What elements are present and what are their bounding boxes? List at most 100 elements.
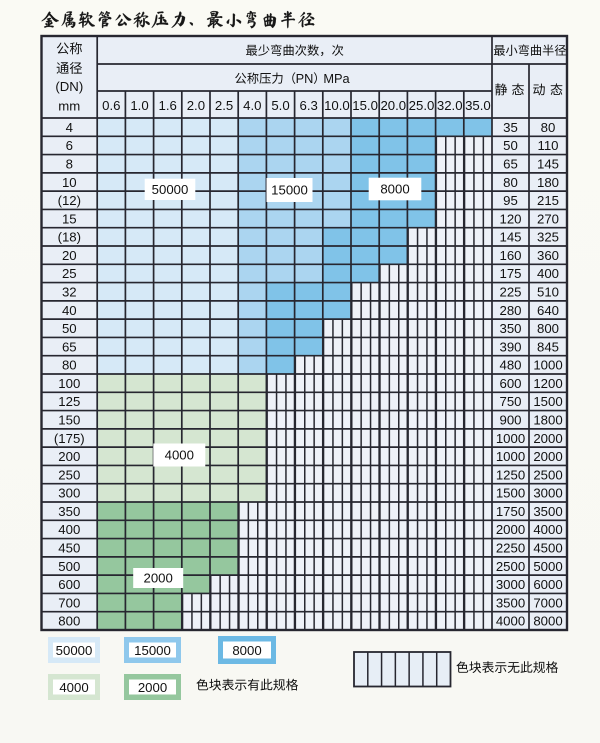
svg-text:80: 80 (62, 358, 77, 373)
svg-text:50000: 50000 (56, 643, 93, 658)
svg-text:1000: 1000 (496, 431, 525, 446)
svg-text:3000: 3000 (496, 577, 525, 592)
svg-text:PN: PN (296, 71, 314, 86)
svg-text:32.0: 32.0 (437, 98, 463, 113)
svg-text:400: 400 (537, 266, 559, 281)
svg-text:2.5: 2.5 (215, 98, 233, 113)
svg-text:1250: 1250 (496, 467, 525, 482)
svg-text:8000: 8000 (533, 614, 562, 629)
svg-text:4: 4 (66, 120, 73, 135)
svg-text:15000: 15000 (271, 183, 308, 198)
svg-text:390: 390 (499, 339, 521, 354)
svg-text:500: 500 (58, 559, 80, 574)
svg-text:325: 325 (537, 230, 559, 245)
svg-text:120: 120 (499, 211, 521, 226)
svg-text:95: 95 (503, 193, 518, 208)
svg-text:225: 225 (499, 285, 521, 300)
svg-text:5.0: 5.0 (271, 98, 289, 113)
svg-text:900: 900 (499, 413, 521, 428)
svg-text:1500: 1500 (496, 486, 525, 501)
svg-text:50000: 50000 (152, 182, 189, 197)
svg-text:450: 450 (58, 541, 80, 556)
svg-text:145: 145 (499, 230, 521, 245)
svg-text:10: 10 (62, 175, 77, 190)
svg-text:800: 800 (537, 321, 559, 336)
svg-text:65: 65 (62, 339, 77, 354)
svg-text:4000: 4000 (59, 680, 88, 695)
svg-text:3500: 3500 (496, 595, 525, 610)
svg-text:1750: 1750 (496, 504, 525, 519)
svg-text:350: 350 (58, 504, 80, 519)
svg-text:10.0: 10.0 (324, 98, 350, 113)
svg-text:2000: 2000 (533, 449, 562, 464)
svg-text:7000: 7000 (533, 595, 562, 610)
svg-text:4.0: 4.0 (243, 98, 261, 113)
svg-text:640: 640 (537, 303, 559, 318)
svg-text:2500: 2500 (496, 559, 525, 574)
svg-text:5000: 5000 (533, 559, 562, 574)
svg-text:(12): (12) (58, 193, 81, 208)
svg-text:4000: 4000 (496, 614, 525, 629)
svg-text:50: 50 (62, 321, 77, 336)
svg-text:6: 6 (66, 138, 73, 153)
svg-text:200: 200 (58, 449, 80, 464)
svg-text:8: 8 (66, 157, 73, 172)
svg-text:100: 100 (58, 376, 80, 391)
svg-text:mm: mm (58, 98, 80, 113)
svg-text:600: 600 (499, 376, 521, 391)
svg-text:(175): (175) (54, 431, 85, 446)
svg-text:150: 150 (58, 413, 80, 428)
svg-text:350: 350 (499, 321, 521, 336)
svg-text:160: 160 (499, 248, 521, 263)
svg-text:270: 270 (537, 211, 559, 226)
svg-text:750: 750 (499, 394, 521, 409)
svg-text:480: 480 (499, 358, 521, 373)
svg-text:2000: 2000 (144, 571, 173, 586)
svg-text:2250: 2250 (496, 541, 525, 556)
svg-text:80: 80 (503, 175, 518, 190)
svg-text:2000: 2000 (496, 522, 525, 537)
svg-text:360: 360 (537, 248, 559, 263)
svg-text:MPa: MPa (323, 71, 350, 86)
svg-text:1800: 1800 (533, 413, 562, 428)
svg-text:1000: 1000 (533, 358, 562, 373)
svg-text:180: 180 (537, 175, 559, 190)
svg-text:2.0: 2.0 (187, 98, 205, 113)
svg-text:2000: 2000 (533, 431, 562, 446)
svg-text:8000: 8000 (232, 643, 261, 658)
svg-text:20: 20 (62, 248, 77, 263)
svg-text:1000: 1000 (496, 449, 525, 464)
svg-text:800: 800 (58, 614, 80, 629)
svg-text:6.3: 6.3 (300, 98, 318, 113)
svg-text:20.0: 20.0 (380, 98, 406, 113)
svg-text:0.6: 0.6 (102, 98, 120, 113)
svg-text:25.0: 25.0 (409, 98, 435, 113)
svg-text:3500: 3500 (533, 504, 562, 519)
svg-text:8000: 8000 (380, 182, 409, 197)
svg-text:35: 35 (503, 120, 518, 135)
svg-text:1200: 1200 (533, 376, 562, 391)
svg-text:15000: 15000 (134, 643, 171, 658)
svg-text:2000: 2000 (138, 680, 167, 695)
svg-text:(DN): (DN) (55, 79, 83, 94)
svg-text:40: 40 (62, 303, 77, 318)
svg-text:15: 15 (62, 211, 77, 226)
svg-text:32: 32 (62, 285, 77, 300)
svg-text:125: 125 (58, 394, 80, 409)
svg-text:3000: 3000 (533, 486, 562, 501)
svg-text:50: 50 (503, 138, 518, 153)
svg-text:280: 280 (499, 303, 521, 318)
svg-text:25: 25 (62, 266, 77, 281)
svg-text:(18): (18) (58, 230, 81, 245)
svg-text:250: 250 (58, 467, 80, 482)
svg-text:65: 65 (503, 157, 518, 172)
svg-text:1.6: 1.6 (159, 98, 177, 113)
svg-text:145: 145 (537, 157, 559, 172)
svg-text:35.0: 35.0 (465, 98, 491, 113)
svg-text:6000: 6000 (533, 577, 562, 592)
svg-text:175: 175 (499, 266, 521, 281)
svg-text:2500: 2500 (533, 467, 562, 482)
svg-text:80: 80 (541, 120, 556, 135)
svg-text:4000: 4000 (165, 448, 194, 463)
svg-text:215: 215 (537, 193, 559, 208)
